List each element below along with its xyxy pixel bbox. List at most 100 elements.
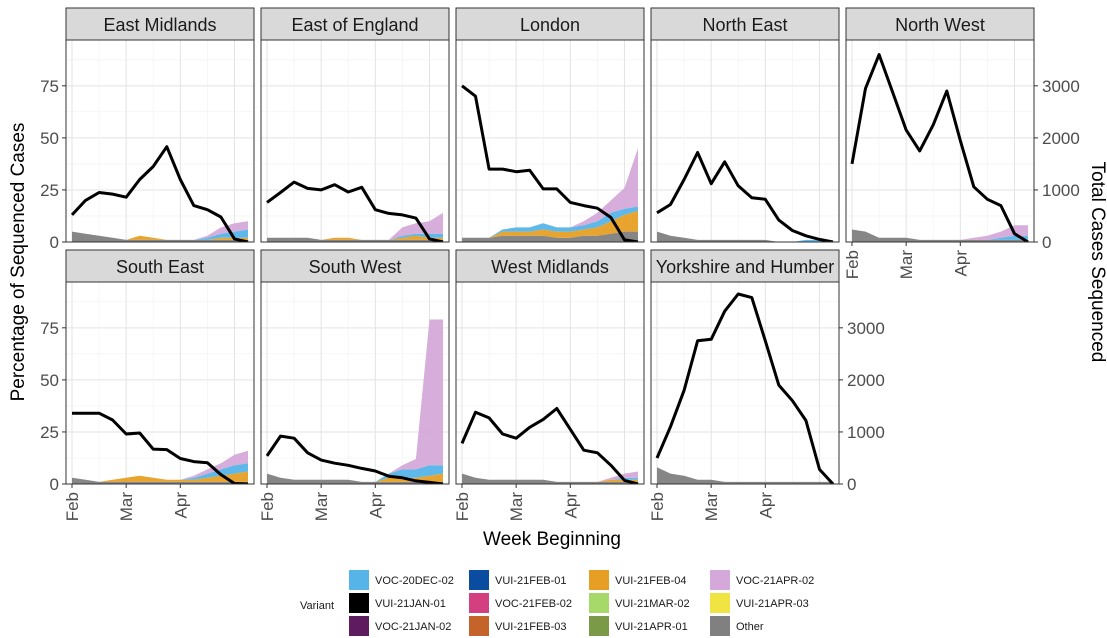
stacked-areas <box>72 450 248 484</box>
facet-strip <box>65 7 255 41</box>
x-tick-label: Feb <box>258 492 277 521</box>
stacked-areas <box>72 221 248 242</box>
legend-label: VOC-20DEC-02 <box>375 575 454 587</box>
x-tick-label: Feb <box>453 492 472 521</box>
x-axis-5: Feb Mar Apr <box>648 484 775 521</box>
stacked-areas <box>657 231 833 242</box>
axes-layer: 0 25 50 75 0 25 50 75 0 1000 2000 3000 0 1000 2000 3000… <box>8 77 1107 550</box>
legend-label: VOC-21APR-02 <box>736 575 814 587</box>
area-voc-21apr-02 <box>462 148 638 238</box>
legend-label: VUI-21APR-03 <box>736 598 809 610</box>
legend-item-voc-21apr-02: VOC-21APR-02 <box>710 570 814 590</box>
legend-title: Variant <box>300 600 334 612</box>
legend-label: VOC-21JAN-02 <box>375 621 451 633</box>
legend-item-vui-21feb-01: VUI-21FEB-01 <box>469 570 567 590</box>
y-tick-label: 0 <box>50 475 59 494</box>
facet-strip <box>455 7 645 41</box>
x-tick-label: Apr <box>756 492 775 519</box>
x-tick-label: Apr <box>951 250 970 277</box>
total-cases-line <box>265 434 444 484</box>
total-cases-line <box>266 180 444 242</box>
legend-label: Other <box>736 621 764 633</box>
area-other <box>657 467 833 484</box>
area-voc-20dec-02 <box>72 463 248 482</box>
y2-tick-label: 0 <box>1042 233 1051 252</box>
area-other <box>462 473 638 484</box>
legend-item-other: Other <box>710 616 764 636</box>
facet-strip <box>260 249 450 283</box>
legend-item-voc-21feb-02: VOC-21FEB-02 <box>469 593 572 613</box>
y2-tick-label: 1000 <box>1042 181 1080 200</box>
legend-item-vui-21feb-03: VUI-21FEB-03 <box>469 616 567 636</box>
area-vui-21feb-04 <box>462 210 638 238</box>
x-axis-2: Feb Mar Apr <box>63 484 190 521</box>
gridlines <box>66 282 254 485</box>
area-voc-20dec-02 <box>657 231 833 242</box>
panel-background <box>651 40 839 242</box>
legend-swatch <box>469 616 489 636</box>
legend-swatch <box>710 616 730 636</box>
legend: Variant VOC-20DEC-02 VUI-21JAN-01 VOC-21JAN… <box>300 570 814 636</box>
total-cases-line <box>850 53 1029 242</box>
x-tick-label: Mar <box>312 492 331 522</box>
legend-swatch <box>589 593 609 613</box>
y-tick-label: 50 <box>40 129 59 148</box>
x-tick-label: Feb <box>843 250 862 279</box>
y2-axis-title: Total Cases Sequenced <box>1087 162 1107 363</box>
facet-strip <box>650 249 840 283</box>
legend-item-vui-21apr-03: VUI-21APR-03 <box>710 593 809 613</box>
area-other <box>267 473 443 484</box>
legend-swatch <box>589 616 609 636</box>
legend-label: VUI-21FEB-03 <box>495 621 567 633</box>
facet-strip-label: South West <box>309 257 402 277</box>
area-voc-21apr-02 <box>72 450 248 482</box>
area-voc-20dec-02 <box>462 206 638 238</box>
total-cases-line <box>656 151 834 242</box>
x-tick-label: Feb <box>648 492 667 521</box>
gridlines <box>261 40 449 243</box>
total-cases-line <box>655 292 835 484</box>
area-vui-21feb-04 <box>267 235 443 240</box>
area-other <box>72 477 248 484</box>
x-tick-label: Mar <box>117 492 136 522</box>
area-vui-21feb-04 <box>462 473 638 482</box>
y-axis-right-row-1: 0 1000 2000 3000 <box>1034 77 1080 252</box>
area-vui-21feb-04 <box>72 471 248 482</box>
legend-label: VOC-21FEB-02 <box>495 598 572 610</box>
y2-tick-label: 1000 <box>847 423 885 442</box>
facet-strip <box>650 7 840 41</box>
facet-strip-label: East of England <box>291 15 418 35</box>
y-axis-left-row-2: 0 25 50 75 <box>40 319 66 494</box>
area-other <box>852 229 1028 242</box>
panel-background <box>66 282 254 484</box>
legend-swatch <box>589 570 609 590</box>
legend-label: VUI-21FEB-04 <box>615 575 687 587</box>
area-vui-21feb-04 <box>267 473 443 482</box>
gridlines <box>651 40 839 243</box>
legend-swatch <box>469 593 489 613</box>
y2-tick-label: 2000 <box>1042 129 1080 148</box>
facet-north-east: North East <box>650 7 840 243</box>
facet-strip-label: West Midlands <box>491 257 609 277</box>
x-axis-4: Feb Mar Apr <box>453 484 580 521</box>
facet-panels: East Midlands East of England London North … <box>65 7 1035 485</box>
y-tick-label: 0 <box>50 233 59 252</box>
y-tick-label: 25 <box>40 423 59 442</box>
total-cases-line <box>70 145 249 242</box>
panel-background <box>66 40 254 242</box>
y-tick-label: 25 <box>40 181 59 200</box>
stacked-areas <box>657 467 833 484</box>
legend-swatch <box>710 570 730 590</box>
y2-tick-label: 2000 <box>847 371 885 390</box>
stacked-areas <box>462 471 638 484</box>
y2-tick-label: 0 <box>847 475 856 494</box>
facet-north-west: North West <box>845 7 1035 243</box>
stacked-areas <box>852 225 1028 242</box>
facet-strip-label: North West <box>895 15 985 35</box>
facet-west-midlands: West Midlands <box>455 249 645 485</box>
legend-label: VUI-21JAN-01 <box>375 598 446 610</box>
facet-strip <box>65 249 255 283</box>
area-voc-21apr-02 <box>267 319 443 482</box>
legend-item-voc-21jan-02: VOC-21JAN-02 <box>349 616 451 636</box>
